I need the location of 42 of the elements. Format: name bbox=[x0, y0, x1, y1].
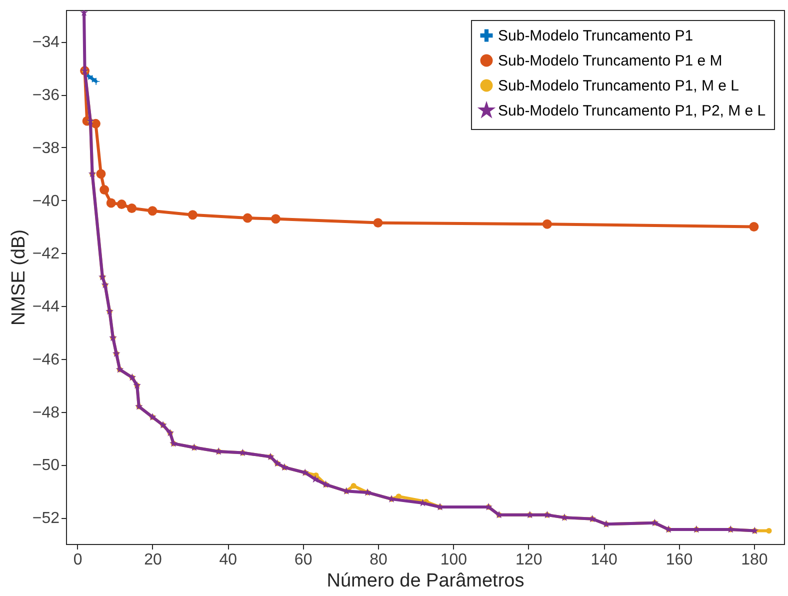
y-tick-label: −40 bbox=[32, 192, 60, 210]
y-tick-label: −44 bbox=[32, 298, 60, 316]
point bbox=[749, 222, 759, 232]
point bbox=[148, 206, 158, 216]
point bbox=[242, 213, 252, 223]
x-tick-label: 100 bbox=[440, 552, 468, 568]
y-tick-label: −52 bbox=[32, 510, 60, 528]
y-tick-label: −48 bbox=[32, 404, 60, 422]
y-tick-label: −42 bbox=[32, 246, 60, 263]
y-tick-label: −38 bbox=[32, 140, 60, 157]
x-tick-label: 0 bbox=[73, 552, 82, 568]
point bbox=[373, 218, 383, 228]
point bbox=[350, 483, 356, 489]
x-tick-label: 20 bbox=[144, 552, 162, 568]
x-tick-label: 180 bbox=[741, 552, 768, 568]
x-tick-label: 140 bbox=[590, 552, 618, 568]
y-tick-label: −34 bbox=[32, 34, 60, 52]
point bbox=[106, 198, 116, 208]
x-tick-label: 80 bbox=[370, 552, 388, 568]
x-axis-title: Número de Parâmetros bbox=[326, 570, 524, 592]
point bbox=[116, 200, 126, 210]
point bbox=[92, 78, 100, 85]
y-tick-label: −36 bbox=[32, 87, 60, 104]
x-tick-label: 60 bbox=[294, 552, 312, 568]
point bbox=[542, 219, 552, 229]
point bbox=[96, 169, 106, 179]
x-tick-label: 120 bbox=[516, 552, 542, 568]
y-axis-title: NMSE (dB) bbox=[8, 229, 30, 326]
legend-label: Sub-Modelo Truncamento P1, M e L bbox=[498, 78, 739, 94]
legend-label: Sub-Modelo Truncamento P1, P2, M e L bbox=[498, 102, 766, 120]
point bbox=[188, 210, 198, 220]
x-tick-label: 160 bbox=[666, 552, 693, 568]
x-tick-label: 40 bbox=[219, 552, 238, 568]
point bbox=[766, 528, 772, 534]
point bbox=[80, 10, 88, 16]
y-tick-label: −50 bbox=[32, 457, 60, 474]
point bbox=[271, 214, 281, 224]
legend-label: Sub-Modelo Truncamento P1 e M bbox=[498, 52, 722, 70]
y-tick-label: −46 bbox=[32, 351, 60, 368]
point bbox=[100, 185, 110, 194]
point bbox=[127, 204, 137, 213]
legend-label: Sub-Modelo Truncamento P1 bbox=[498, 28, 694, 44]
